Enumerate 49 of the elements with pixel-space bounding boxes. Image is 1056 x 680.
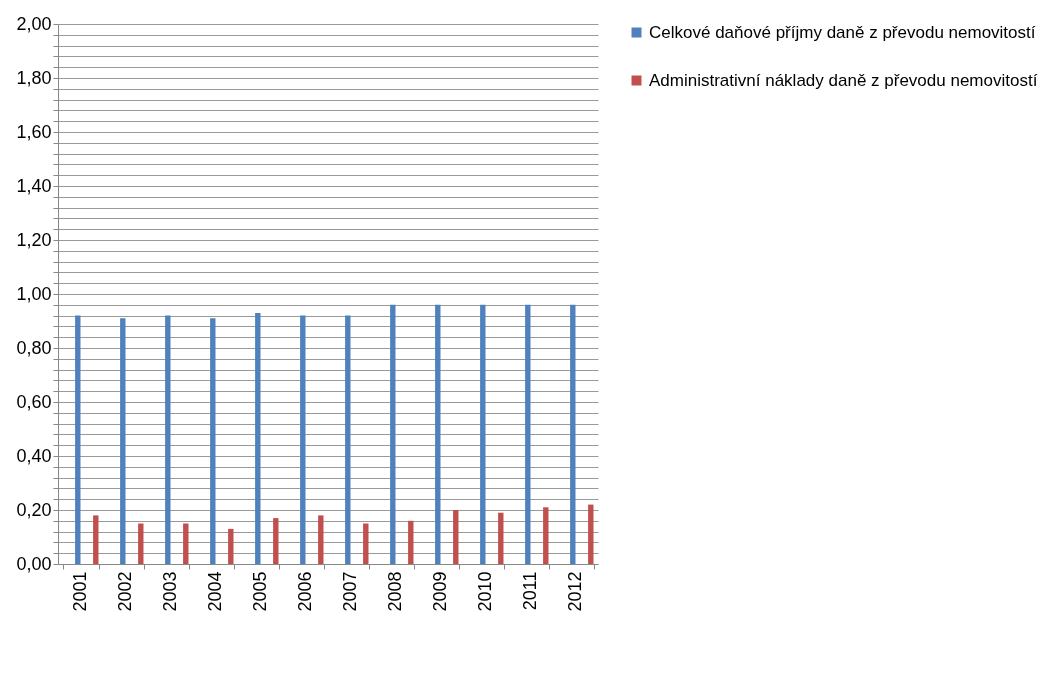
bar — [120, 318, 126, 564]
x-tick-label: 2006 — [295, 571, 315, 612]
bar — [480, 304, 486, 564]
bar — [210, 318, 216, 564]
legend-label: Administrativní náklady daně z převodu nemovitostí — [649, 70, 1038, 90]
legend-label: Celkové daňové příjmy daně z převodu nemovitostí — [649, 22, 1036, 42]
x-tick-label: 2008 — [385, 571, 405, 612]
y-tick-label: 1,80 — [16, 67, 52, 88]
y-tick-label: 0,20 — [16, 499, 52, 520]
y-tick-label: 1,20 — [16, 229, 52, 250]
y-tick-label: 0,60 — [16, 391, 52, 412]
y-tick-label: 1,40 — [16, 175, 52, 196]
bar — [183, 523, 189, 564]
bar — [273, 518, 279, 564]
bar — [498, 512, 504, 564]
bar — [408, 520, 414, 564]
bar — [165, 315, 171, 564]
x-tick-label: 2004 — [205, 571, 225, 612]
bar — [75, 315, 81, 564]
y-tick-label: 2,00 — [16, 13, 52, 34]
x-tick-label: 2011 — [520, 571, 540, 611]
y-tick-label: 0,00 — [16, 553, 52, 574]
bar — [570, 304, 576, 564]
y-tick-label: 0,80 — [16, 337, 52, 358]
bar — [543, 507, 549, 564]
y-tick-label: 1,60 — [16, 121, 52, 142]
bar — [435, 304, 441, 564]
x-tick-label: 2005 — [250, 571, 270, 612]
bar — [93, 515, 99, 564]
bar — [390, 304, 396, 564]
y-tick-label: 0,40 — [16, 445, 52, 466]
bar — [255, 312, 261, 564]
x-tick-label: 2002 — [115, 571, 135, 612]
y-tick-label: 1,00 — [16, 283, 52, 304]
bar — [138, 523, 144, 564]
x-tick-label: 2001 — [70, 571, 90, 612]
bar — [363, 523, 369, 564]
x-tick-label: 2009 — [430, 571, 450, 612]
bar — [525, 304, 531, 564]
bar — [318, 515, 324, 564]
bar — [453, 510, 459, 564]
x-tick-label: 2003 — [160, 571, 180, 612]
bar — [588, 504, 594, 564]
x-tick-label: 2012 — [565, 571, 585, 612]
x-tick-label: 2010 — [475, 571, 495, 612]
bar — [300, 315, 306, 564]
bar — [228, 528, 234, 564]
x-tick-label: 2007 — [340, 571, 360, 612]
bar — [345, 315, 351, 564]
